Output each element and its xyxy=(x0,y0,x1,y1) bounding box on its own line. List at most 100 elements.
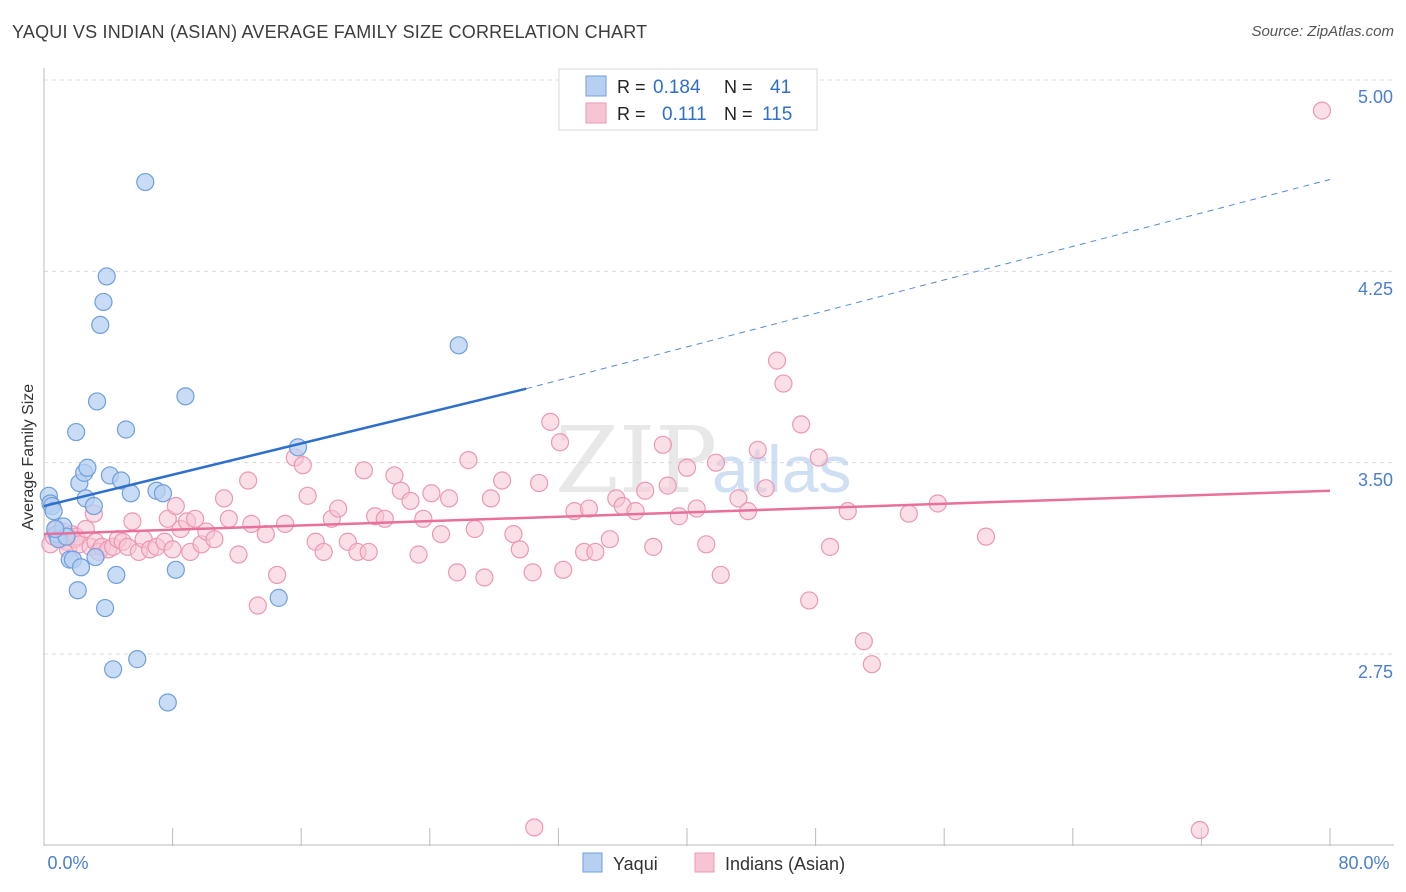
indian-point xyxy=(409,545,428,564)
yaqui-trend-line xyxy=(43,387,527,508)
legend-n-label-yaqui: N = xyxy=(724,77,753,97)
indian-point xyxy=(525,818,544,837)
indian-point xyxy=(636,481,655,500)
indian-point xyxy=(359,542,378,562)
indian-point xyxy=(293,456,312,475)
yaqui-point xyxy=(84,496,103,516)
indian-point xyxy=(414,509,433,528)
indian-point xyxy=(401,491,420,511)
indian-point xyxy=(459,451,478,470)
yaqui-point xyxy=(97,267,116,286)
legend-bottom-swatch-indian xyxy=(694,852,715,873)
yaqui-point xyxy=(128,650,147,669)
indian-point xyxy=(711,565,730,585)
yaqui-point xyxy=(68,581,87,600)
legend-n-label-indian: N = xyxy=(724,104,753,124)
indian-point xyxy=(481,489,500,508)
indian-point xyxy=(586,542,605,562)
yaqui-point xyxy=(269,588,288,607)
indian-point xyxy=(314,542,333,562)
x-tick-label-max: 80.0% xyxy=(1338,853,1389,873)
legend-r-value-indian: 0.111 xyxy=(662,104,707,125)
legend-n-value-yaqui: 41 xyxy=(770,77,791,98)
yaqui-point xyxy=(116,420,136,439)
yaqui-point xyxy=(112,471,131,490)
y-tick-label-4-25: 4.25 xyxy=(1358,279,1393,299)
yaqui-point xyxy=(71,558,91,577)
chart-title: YAQUI VS INDIAN (ASIAN) AVERAGE FAMILY S… xyxy=(12,22,648,42)
indian-point xyxy=(600,530,619,549)
legend-r-label-indian: R = xyxy=(617,104,646,124)
indian-point xyxy=(422,484,441,503)
indian-point xyxy=(820,537,840,556)
yaqui-point xyxy=(136,172,155,192)
indian-point xyxy=(854,632,873,651)
yaqui-point xyxy=(158,693,177,712)
y-tick-label-5-00: 5.00 xyxy=(1358,87,1393,107)
legend-n-value-indian: 115 xyxy=(762,104,792,125)
indian-point xyxy=(475,568,494,587)
indian-point xyxy=(465,519,484,539)
yaqui-point xyxy=(91,315,110,335)
indian-point xyxy=(658,476,677,495)
indian-point xyxy=(1312,101,1332,120)
indian-point xyxy=(626,502,645,521)
indian-point xyxy=(166,496,185,516)
indian-point xyxy=(267,565,287,585)
yaqui-point xyxy=(67,422,86,442)
indian-point xyxy=(186,509,205,528)
indian-point xyxy=(123,512,142,531)
legend-bottom-swatch-yaqui xyxy=(582,852,603,873)
indian-point xyxy=(385,466,404,485)
indian-point xyxy=(809,448,828,467)
indian-point xyxy=(644,537,663,556)
legend-bottom-label-indian: Indians (Asian) xyxy=(725,854,845,874)
indian-point xyxy=(899,504,918,523)
indian-point xyxy=(510,540,529,559)
indian-point xyxy=(554,560,573,579)
axes-layer xyxy=(43,68,1394,846)
indian-point xyxy=(976,527,996,546)
yaqui-point xyxy=(107,565,126,585)
indian-point xyxy=(687,499,706,518)
indian-point xyxy=(354,461,373,480)
indian-point xyxy=(205,530,224,549)
legend-r-value-yaqui: 0.184 xyxy=(653,77,701,98)
indian-point xyxy=(774,374,793,393)
y-tick-label-3-50: 3.50 xyxy=(1358,470,1393,490)
indian-point xyxy=(677,458,697,477)
indian-point xyxy=(375,509,394,528)
source-label: Source: ZipAtlas.com xyxy=(1251,23,1394,40)
yaqui-point xyxy=(95,598,115,618)
indian-point xyxy=(439,489,459,508)
indian-point xyxy=(163,540,182,559)
indian-point xyxy=(767,351,787,370)
y-tick-label-2-75: 2.75 xyxy=(1358,662,1393,682)
legend-swatch-yaqui xyxy=(585,75,607,97)
yaqui-point xyxy=(153,484,173,503)
indian-point xyxy=(653,435,672,454)
indian-point xyxy=(431,524,451,544)
indian-point xyxy=(541,412,560,431)
series-legend: Yaqui Indians (Asian) xyxy=(582,852,845,874)
legend-r-label-yaqui: R = xyxy=(617,77,646,97)
indian-point xyxy=(530,473,549,493)
indian-point xyxy=(729,489,748,508)
legend-swatch-indian xyxy=(585,102,607,124)
yaqui-point xyxy=(176,387,195,406)
indian-point xyxy=(579,499,599,518)
yaqui-trend-extension xyxy=(526,179,1331,390)
y-axis-label: Average Family Size xyxy=(20,384,37,531)
indian-point xyxy=(276,514,295,533)
indian-point xyxy=(256,524,275,544)
indian-point xyxy=(448,563,467,582)
indian-point xyxy=(229,545,248,564)
indian-point xyxy=(706,453,726,472)
indian-point xyxy=(329,499,348,518)
indian-point xyxy=(697,535,716,554)
indian-point xyxy=(493,471,512,490)
indian-point xyxy=(792,415,811,434)
indian-point xyxy=(748,440,767,460)
indian-point xyxy=(669,507,689,526)
yaqui-point xyxy=(104,660,123,679)
